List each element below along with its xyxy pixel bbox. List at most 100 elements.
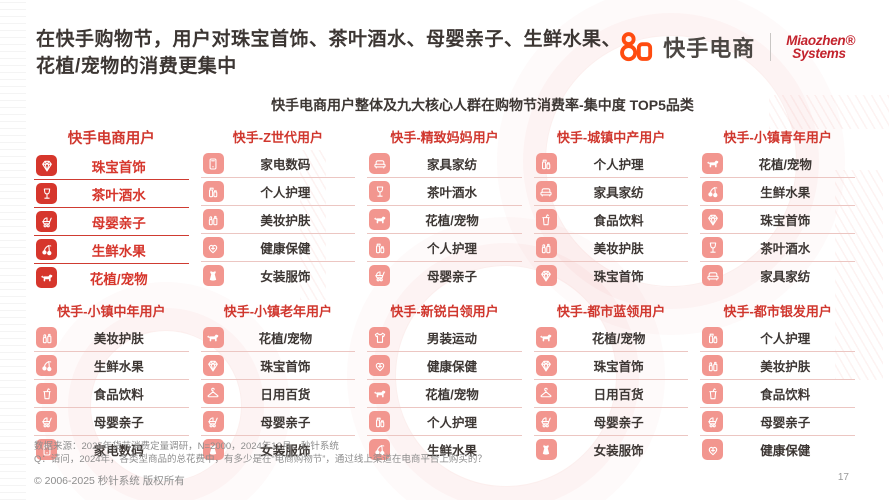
category-label: 母婴亲子 — [93, 416, 144, 430]
flower-pet-icon — [202, 327, 224, 348]
category-item: 健康保健 — [367, 352, 522, 380]
category-item: 个人护理 — [367, 408, 522, 436]
category-label: 珠宝首饰 — [260, 360, 311, 374]
flower-pet-icon — [535, 327, 557, 348]
fresh-fruit-icon — [36, 239, 57, 260]
user-group-card: 快手-精致妈妈用户 家具家纺 茶叶酒水 花植/宠物 个人护理 母婴亲子 — [367, 127, 522, 291]
top5-category-list: 花植/宠物 珠宝首饰 日用百货 母婴亲子 女装服饰 — [200, 324, 356, 463]
category-label: 日用百货 — [593, 388, 644, 402]
user-groups-grid: 快手电商用户 珠宝首饰 茶叶酒水 母婴亲子 生鲜水果 花植/宠物 快手-Z世代用户 家电数码个… — [0, 127, 889, 463]
category-item: 美妆护肤 — [533, 234, 689, 262]
category-label: 家具家纺 — [426, 158, 477, 172]
category-label: 女装服饰 — [593, 444, 644, 458]
category-label: 日用百货 — [260, 388, 311, 402]
miaozhen-line1: Miaozhen® — [786, 33, 855, 48]
category-label: 珠宝首饰 — [593, 360, 644, 374]
category-item: 母婴亲子 — [34, 408, 189, 436]
category-item: 花植/宠物 — [700, 150, 855, 178]
jewelry-icon — [36, 155, 57, 176]
category-item: 家具家纺 — [367, 150, 522, 178]
user-group-card: 快手-小镇青年用户 花植/宠物 生鲜水果 珠宝首饰 茶叶酒水 家具家纺 — [700, 127, 855, 291]
category-label: 食品饮料 — [760, 388, 811, 402]
category-item: 生鲜水果 — [34, 236, 189, 264]
category-item: 生鲜水果 — [367, 436, 522, 463]
user-group-card: 快手-小镇老年用户 花植/宠物 珠宝首饰 日用百货 母婴亲子 女装服饰 — [200, 301, 356, 463]
decor-rings — [90, 330, 242, 482]
category-label: 母婴亲子 — [426, 270, 477, 284]
survey-question-note: Q：请问，2024年，各类型商品的总花费中，有多少是在“电商购物节”，通过线上渠… — [34, 454, 487, 465]
personal-care-icon — [369, 237, 391, 258]
top5-category-list: 花植/宠物 珠宝首饰 日用百货 母婴亲子 女装服饰 — [533, 324, 689, 463]
category-item: 母婴亲子 — [533, 408, 689, 436]
category-item: 家具家纺 — [533, 178, 689, 206]
category-label: 生鲜水果 — [93, 360, 144, 374]
fresh-fruit-icon — [36, 355, 57, 376]
top5-category-list: 家电数码 个人护理 美妆护肤 健康保健 女装服饰 — [200, 150, 356, 289]
mother-baby-icon — [202, 411, 224, 432]
category-item: 花植/宠物 — [367, 380, 522, 408]
beauty-icon — [36, 327, 57, 348]
dress-icon — [535, 439, 557, 460]
category-item: 家电数码 — [200, 150, 356, 178]
food-drink-icon — [535, 209, 557, 230]
health-icon — [202, 237, 224, 258]
flower-pet-icon — [369, 209, 391, 230]
category-label: 茶叶酒水 — [91, 187, 146, 203]
category-item: 美妆护肤 — [34, 324, 189, 352]
category-item: 健康保健 — [700, 436, 855, 463]
copyright-note: © 2006-2025 秒针系统 版权所有 — [34, 474, 185, 487]
personal-care-icon — [535, 153, 557, 174]
category-label: 男装运动 — [426, 332, 477, 346]
decor-hatch — [300, 150, 326, 300]
top5-category-list: 男装运动健康保健花植/宠物个人护理生鲜水果 — [367, 324, 522, 463]
page-number: 17 — [837, 472, 849, 483]
personal-care-icon — [702, 327, 724, 348]
category-item: 珠宝首饰 — [700, 206, 855, 234]
miaozhen-line2: Systems — [792, 46, 846, 61]
tea-wine-icon — [369, 181, 391, 202]
mother-baby-icon — [535, 411, 557, 432]
kuaishou-wordmark: 快手电商 — [663, 36, 756, 61]
user-group-title: 快手-新锐白领用户 — [390, 304, 499, 319]
category-label: 家具家纺 — [593, 186, 644, 200]
category-item: 珠宝首饰 — [533, 352, 689, 380]
category-label: 健康保健 — [426, 360, 477, 374]
user-group-card: 快手-新锐白领用户男装运动健康保健花植/宠物个人护理生鲜水果 — [367, 301, 522, 463]
category-label: 个人护理 — [426, 416, 477, 430]
daily-goods-icon — [535, 383, 557, 404]
category-label: 生鲜水果 — [426, 444, 477, 458]
category-item: 母婴亲子 — [700, 408, 855, 436]
flower-pet-icon — [36, 267, 57, 288]
user-group-card: 快手-城镇中产用户 个人护理 家具家纺 食品饮料 美妆护肤 珠宝首饰 — [533, 127, 689, 291]
category-label: 食品饮料 — [93, 388, 144, 402]
category-label: 女装服饰 — [260, 270, 311, 284]
mother-baby-icon — [702, 411, 724, 432]
category-label: 花植/宠物 — [89, 271, 148, 287]
user-group-title: 快手电商用户 — [67, 131, 155, 147]
top5-category-list: 个人护理 美妆护肤 食品饮料 母婴亲子 健康保健 — [700, 324, 855, 463]
decor-rings — [395, 265, 617, 487]
food-drink-icon — [36, 383, 57, 404]
chart-subtitle: 快手电商用户整体及九大核心人群在购物节消费率-集中度 TOP5品类 — [271, 97, 694, 113]
category-item: 日用百货 — [533, 380, 689, 408]
category-label: 珠宝首饰 — [760, 214, 811, 228]
category-item: 食品饮料 — [533, 206, 689, 234]
tea-wine-icon — [702, 237, 724, 258]
category-label: 健康保健 — [760, 444, 811, 458]
category-item: 日用百货 — [200, 380, 356, 408]
category-label: 茶叶酒水 — [760, 242, 811, 256]
mother-baby-icon — [36, 411, 57, 432]
flower-pet-icon — [369, 383, 391, 404]
category-label: 美妆护肤 — [260, 214, 311, 228]
appliance-icon — [36, 439, 57, 460]
user-group-title: 快手-小镇青年用户 — [723, 130, 832, 145]
page-title-line2: 花植/宠物的消费更集中 — [36, 56, 237, 77]
category-label: 母婴亲子 — [593, 416, 644, 430]
category-item: 珠宝首饰 — [200, 352, 356, 380]
brand-area: 快手电商 Miaozhen® Systems — [618, 30, 855, 64]
footnotes: 数据来源：2025年货节消费定量调研，N=2000，2024年12月，秒针系统 … — [34, 440, 487, 489]
category-item: 茶叶酒水 — [34, 180, 189, 208]
category-item: 健康保健 — [200, 234, 356, 262]
personal-care-icon — [202, 181, 224, 202]
category-label: 美妆护肤 — [93, 332, 144, 346]
